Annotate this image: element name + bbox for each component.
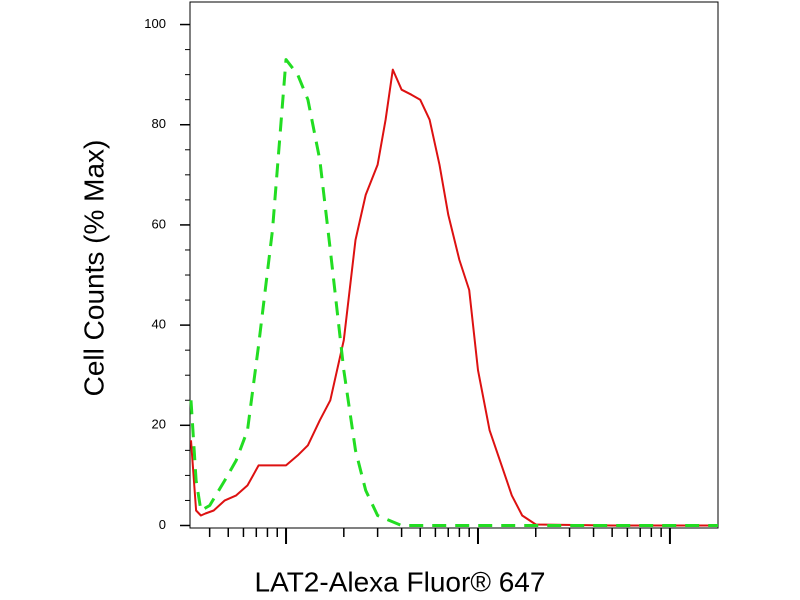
y-tick-label: 20 <box>152 417 166 432</box>
plot-frame <box>189 1 719 529</box>
x-axis-title: LAT2-Alexa Fluor® 647 <box>255 566 546 597</box>
y-tick-label: 100 <box>144 16 166 31</box>
histogram-line <box>190 68 718 527</box>
y-tick-label: 40 <box>152 317 166 332</box>
y-tick-label: 0 <box>159 517 166 532</box>
y-axis-title: Cell Counts (% Max) <box>78 140 109 397</box>
histogram-line <box>189 58 718 527</box>
y-tick-label: 60 <box>152 216 166 231</box>
y-tick-label: 80 <box>152 116 166 131</box>
